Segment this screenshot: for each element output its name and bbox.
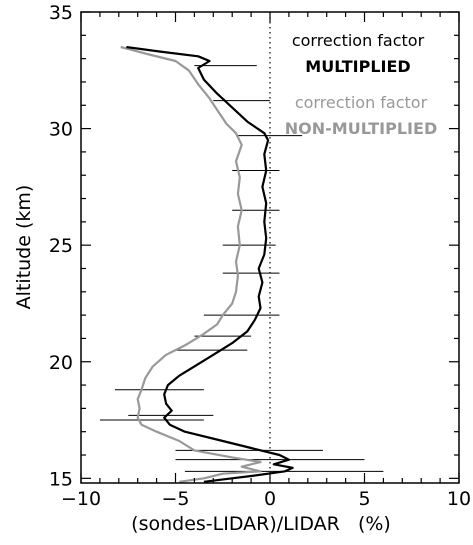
y-tick-label-1: 20 — [49, 352, 73, 374]
legend-multiplied-line1: correction factor — [292, 31, 425, 50]
y-tick-label-2: 25 — [49, 235, 73, 257]
y-tick-label-3: 30 — [49, 119, 73, 141]
error-bars — [99, 65, 384, 472]
y-tick-label-0: 15 — [49, 468, 73, 490]
series-lines — [120, 45, 294, 483]
x-axis-label: (sondes-LIDAR)/LIDAR (%) — [131, 513, 391, 535]
series-line-0 — [120, 45, 262, 483]
legend-non-multiplied-line1: correction factor — [295, 93, 428, 112]
x-tick-label-4: 10 — [447, 488, 471, 510]
legend-non-multiplied-line2: NON-MULTIPLIED — [285, 119, 437, 138]
y-tick-label-4: 35 — [49, 2, 73, 24]
axis-ticks: −10 −5 0 5 10 15 20 25 30 35 — [49, 2, 471, 510]
x-tick-label-1: −5 — [161, 488, 189, 510]
x-tick-label-2: 0 — [264, 488, 276, 510]
legend-multiplied-line2: MULTIPLIED — [305, 57, 410, 76]
legend: correction factor MULTIPLIED correction … — [285, 31, 437, 138]
y-axis-label: Altitude (km) — [13, 185, 35, 310]
x-tick-label-0: −10 — [61, 488, 101, 510]
series-line-1 — [126, 45, 294, 483]
x-tick-label-3: 5 — [358, 488, 370, 510]
